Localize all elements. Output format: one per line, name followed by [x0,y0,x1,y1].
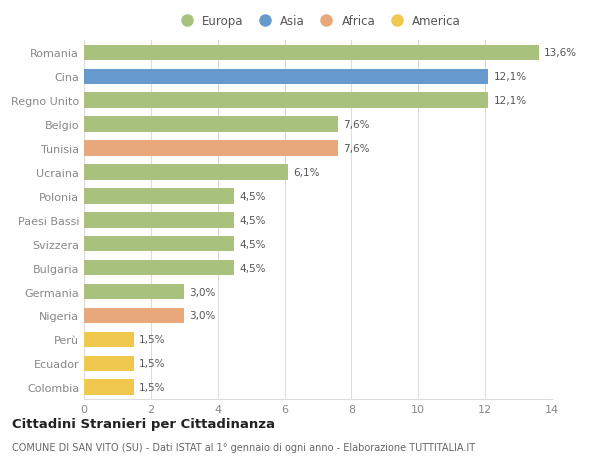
Text: 1,5%: 1,5% [139,382,166,392]
Text: 7,6%: 7,6% [343,144,370,154]
Bar [84,260,235,276]
Text: 3,0%: 3,0% [190,311,215,321]
Text: 4,5%: 4,5% [239,239,266,249]
Bar [84,332,134,347]
Text: 13,6%: 13,6% [544,48,577,58]
Text: 7,6%: 7,6% [343,120,370,130]
Text: 6,1%: 6,1% [293,168,319,178]
Text: 3,0%: 3,0% [190,287,215,297]
Text: 4,5%: 4,5% [239,263,266,273]
Text: 1,5%: 1,5% [139,335,166,345]
Bar [84,284,184,300]
Bar [84,141,338,157]
Bar [84,213,235,228]
Text: 12,1%: 12,1% [493,96,527,106]
Text: Cittadini Stranieri per Cittadinanza: Cittadini Stranieri per Cittadinanza [12,417,275,430]
Bar [84,380,134,395]
Text: 1,5%: 1,5% [139,358,166,369]
Bar [84,45,539,61]
Bar [84,356,134,371]
Text: 12,1%: 12,1% [493,72,527,82]
Bar [84,165,288,180]
Bar [84,308,184,324]
Text: 4,5%: 4,5% [239,191,266,202]
Bar [84,69,488,85]
Bar [84,117,338,133]
Bar [84,189,235,204]
Text: 4,5%: 4,5% [239,215,266,225]
Bar [84,236,235,252]
Text: COMUNE DI SAN VITO (SU) - Dati ISTAT al 1° gennaio di ogni anno - Elaborazione T: COMUNE DI SAN VITO (SU) - Dati ISTAT al … [12,442,475,452]
Bar [84,93,488,109]
Legend: Europa, Asia, Africa, America: Europa, Asia, Africa, America [172,12,464,32]
